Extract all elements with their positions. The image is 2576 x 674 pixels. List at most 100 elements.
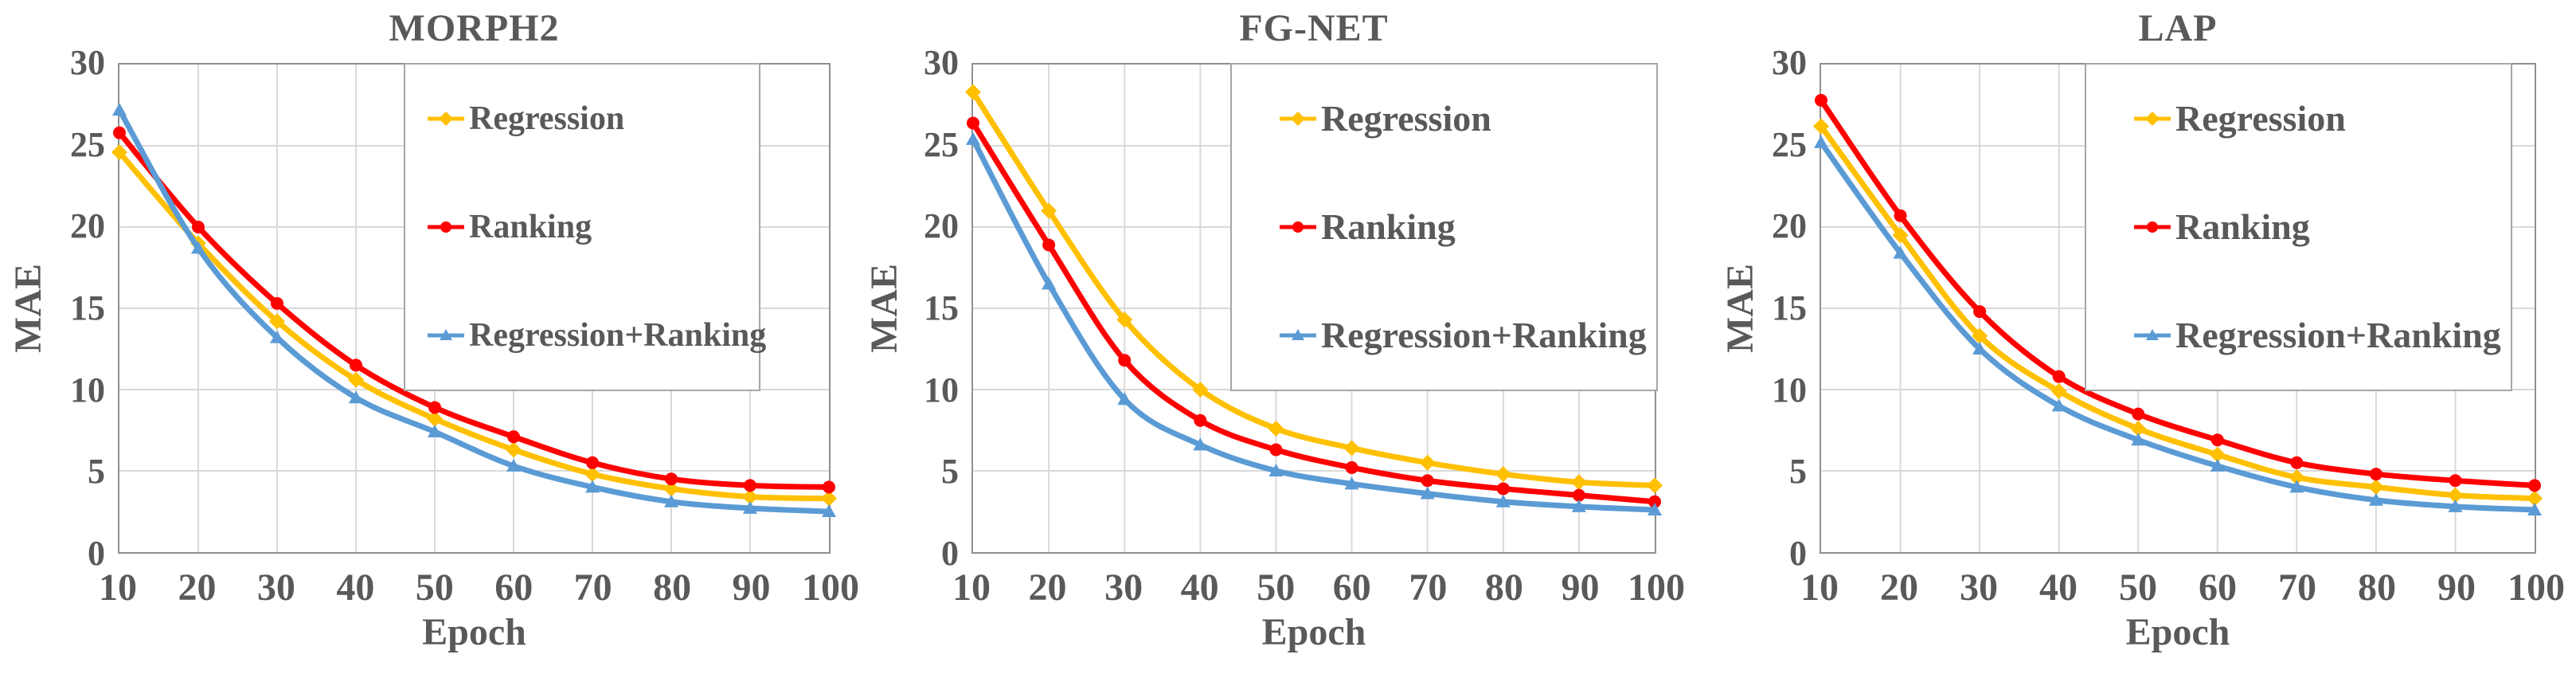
y-tick-label: 25 [924,124,959,164]
data-point-ranking [1421,474,1434,488]
y-tick-label: 20 [70,206,105,246]
x-tick-label: 20 [1880,566,1918,609]
data-point-regression-ranking [1972,342,1988,355]
y-tick-label: 30 [1772,43,1807,82]
x-tick-label: 70 [573,566,612,609]
y-tick-label: 30 [70,43,105,82]
x-tick-label: 60 [494,566,534,609]
data-point-regression-ranking [1814,135,1828,148]
triangle-marker-icon [428,329,464,340]
y-tick-label: 10 [70,370,105,409]
data-point-regression [1813,118,1829,135]
diamond-marker-icon [2134,112,2171,126]
legend-label: Ranking [1321,206,1456,247]
data-point-regression [2527,490,2543,507]
x-tick-label: 80 [1484,566,1523,609]
data-point-regression-ranking [1495,494,1511,507]
data-point-regression-ranking [2527,502,2542,515]
x-tick-label: 70 [2277,566,2316,609]
x-tick-label: 80 [653,566,692,609]
data-point-regression-ranking [822,504,836,517]
data-point-ranking [2211,433,2224,447]
x-tick-label: 90 [1561,566,1600,609]
data-point-regression-ranking [349,390,363,404]
data-point-ranking [507,430,520,444]
legend-item-ranking: Ranking [2134,209,2511,245]
x-tick-label: 20 [1028,566,1067,609]
data-point-regression [506,441,522,458]
x-tick-label: 30 [1960,566,1998,609]
x-tick-label: 40 [2039,566,2078,609]
y-tick-label: 0 [941,534,959,573]
x-tick-label: 10 [1800,566,1839,609]
data-point-regression [1343,440,1360,457]
data-point-regression-ranking [2131,433,2146,446]
data-point-regression [1892,227,1909,244]
data-point-ranking [192,221,205,233]
chart-title: FG-NET [1239,7,1389,49]
y-tick-label: 25 [1772,124,1807,164]
x-axis-label: Epoch [422,611,526,653]
legend-box: Regression Ranking Regression+Ranking [1230,63,1658,391]
y-tick-label: 15 [1772,288,1807,327]
data-point-ranking [823,480,835,494]
data-point-regression [1647,477,1663,494]
data-point-regression-ranking [2368,492,2383,506]
y-tick-label: 5 [941,452,959,492]
x-tick-label: 70 [1409,566,1448,609]
chart-panel-morph2: MORPH2 MAE 0 5 10 15 20 25 30 10 20 30 40 50 60 70 80 90 1… [0,0,859,674]
triangle-marker-icon [2134,329,2171,340]
x-tick-label: 50 [2119,566,2157,609]
data-point-regression-ranking [1117,392,1132,406]
data-point-regression-ranking [2448,499,2463,512]
y-tick-label: 0 [1789,534,1807,573]
series-line-ranking [1818,97,2538,488]
y-tick-label: 5 [88,452,105,492]
x-tick-label: 60 [2199,566,2237,609]
data-point-ranking [2290,456,2304,469]
data-point-regression-ranking [966,131,980,145]
data-point-ranking [2132,407,2145,421]
legend-item-ranking: Ranking [428,210,759,244]
data-point-regression [663,480,679,497]
legend-label: Ranking [2175,206,2310,247]
data-point-regression-ranking [506,458,521,472]
x-tick-label: 10 [952,566,991,609]
x-tick-label: 100 [802,566,859,609]
x-tick-label: 40 [1180,566,1219,609]
x-tick-label: 80 [2358,566,2396,609]
y-tick-label: 5 [1789,452,1807,492]
data-point-regression-ranking [112,103,127,116]
data-point-regression [111,144,127,161]
series-line-regression [1818,123,2538,502]
data-point-ranking [1042,238,1056,252]
legend-label: Regression [2175,98,2346,139]
circle-marker-icon [428,221,464,233]
x-tick-label: 30 [1104,566,1143,609]
data-point-regression-ranking [1648,502,1662,515]
data-point-regression-ranking [2210,458,2225,472]
data-point-regression [2289,469,2305,486]
data-point-ranking [1345,460,1358,474]
y-tick-label: 20 [924,206,959,246]
data-point-regression [348,371,364,388]
legend-label: Regression+Ranking [2175,315,2501,355]
chart-title: LAP [2138,7,2218,49]
x-tick-label: 90 [2437,566,2476,609]
data-point-ranking [2052,370,2066,383]
series-line-regression-ranking [116,107,832,515]
data-point-regression-ranking [1893,245,1908,259]
data-point-ranking [350,359,362,372]
legend-box: Regression Ranking Regression+Ranking [404,63,766,391]
y-tick-label: 20 [1772,206,1807,246]
data-point-regression-ranking [743,500,757,514]
chart-panel-fg-net: FG-NET MAE 0 5 10 15 20 25 30 10 20 30 40 50 60 70 80 90 1… [856,0,1712,674]
legend-box: Regression Ranking Regression+Ranking [2085,63,2512,391]
y-tick-zone: 0 5 10 15 20 25 30 [1712,45,1807,571]
legend-label: Regression [469,100,625,137]
data-point-regression-ranking [1042,276,1057,290]
series-line-ranking [116,130,832,490]
data-point-regression [1116,312,1133,328]
data-point-regression-ranking [270,330,284,343]
